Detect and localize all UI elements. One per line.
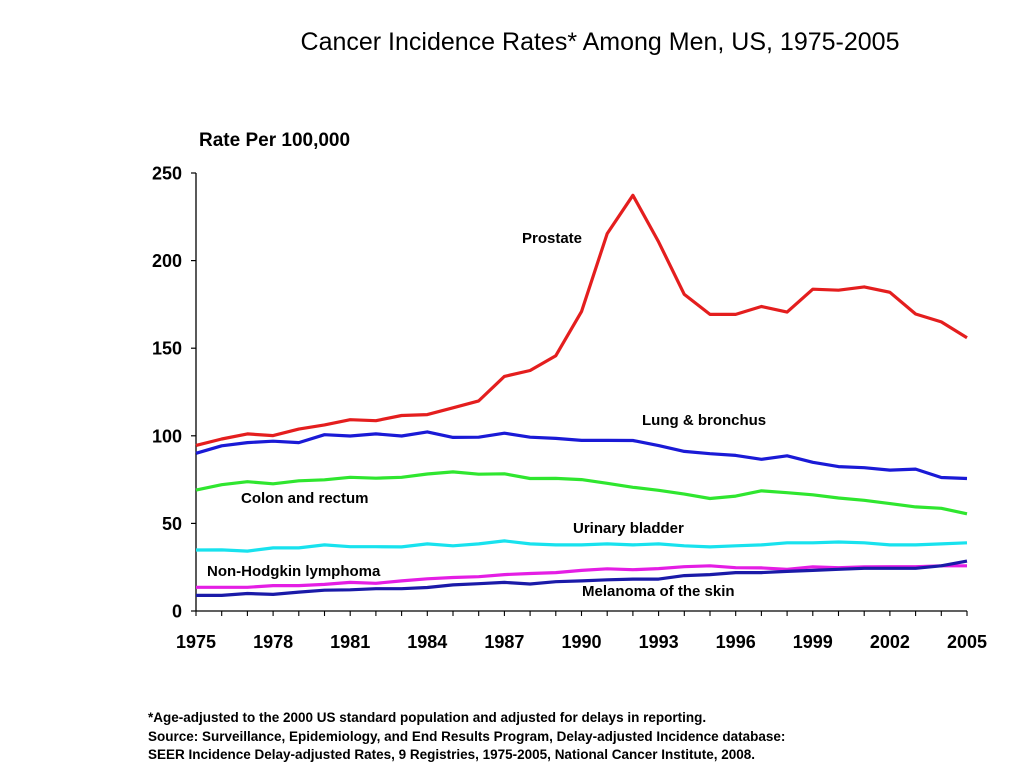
x-tick-label: 1975: [176, 632, 216, 652]
x-tick-label: 1981: [330, 632, 370, 652]
series-label-melanoma-of-the-skin: Melanoma of the skin: [582, 583, 735, 600]
x-tick-label: 1996: [716, 632, 756, 652]
y-axis-title: Rate Per 100,000: [199, 130, 350, 151]
footnote-line-1: *Age-adjusted to the 2000 US standard po…: [148, 710, 707, 725]
series-line-melanoma-of-the-skin: [196, 559, 968, 598]
series-label-urinary-bladder: Urinary bladder: [573, 520, 684, 537]
footnote-line-3: SEER Incidence Delay-adjusted Rates, 9 R…: [148, 747, 755, 762]
x-tick-label: 1999: [793, 632, 833, 652]
line-chart: 0 50 100 150 200 250 1975 1978 1981 1984 1987 1990 1…: [152, 130, 987, 652]
series-label-prostate: Prostate: [522, 230, 582, 247]
chart-title-wrap: Cancer Incidence Rates* Among Men, US, 1…: [230, 28, 1024, 57]
series-label-colon-and-rectum: Colon and rectum: [241, 490, 369, 507]
y-tick-label: 50: [162, 514, 182, 534]
y-tick-label: 250: [152, 164, 182, 184]
x-tick-label: 1984: [407, 632, 447, 652]
footnote: *Age-adjusted to the 2000 US standard po…: [148, 709, 785, 765]
x-tick-label: 2005: [947, 632, 987, 652]
series-line-prostate: [195, 193, 968, 447]
y-tick-label: 200: [152, 251, 182, 271]
x-tick-label: 1978: [253, 632, 293, 652]
x-tick-label: 1987: [484, 632, 524, 652]
series-label-lung-bronchus: Lung & bronchus: [642, 412, 766, 429]
series-label-non-hodgkin-lymphoma: Non-Hodgkin lymphoma: [207, 563, 381, 580]
y-tick-label: 100: [152, 426, 182, 446]
y-tick-label: 0: [172, 602, 182, 622]
chart-title: Cancer Incidence Rates* Among Men, US, 1…: [300, 28, 900, 56]
chart-series-lines: [195, 193, 968, 598]
x-tick-label: 1990: [561, 632, 601, 652]
footnote-line-2: Source: Surveillance, Epidemiology, and …: [148, 728, 786, 744]
x-tick-label: 2002: [870, 632, 910, 652]
series-line-colon-and-rectum: [195, 470, 968, 516]
series-line-urinary-bladder: [195, 539, 968, 553]
chart-series-labels: Prostate Lung & bronchus Colon and rectum U…: [207, 230, 766, 600]
y-tick-label: 150: [152, 339, 182, 359]
series-line-lung-bronchus: [195, 430, 968, 481]
x-tick-label: 1993: [639, 632, 679, 652]
chart-axes: 0 50 100 150 200 250 1975 1978 1981 1984 1987 1990 1…: [152, 130, 987, 652]
